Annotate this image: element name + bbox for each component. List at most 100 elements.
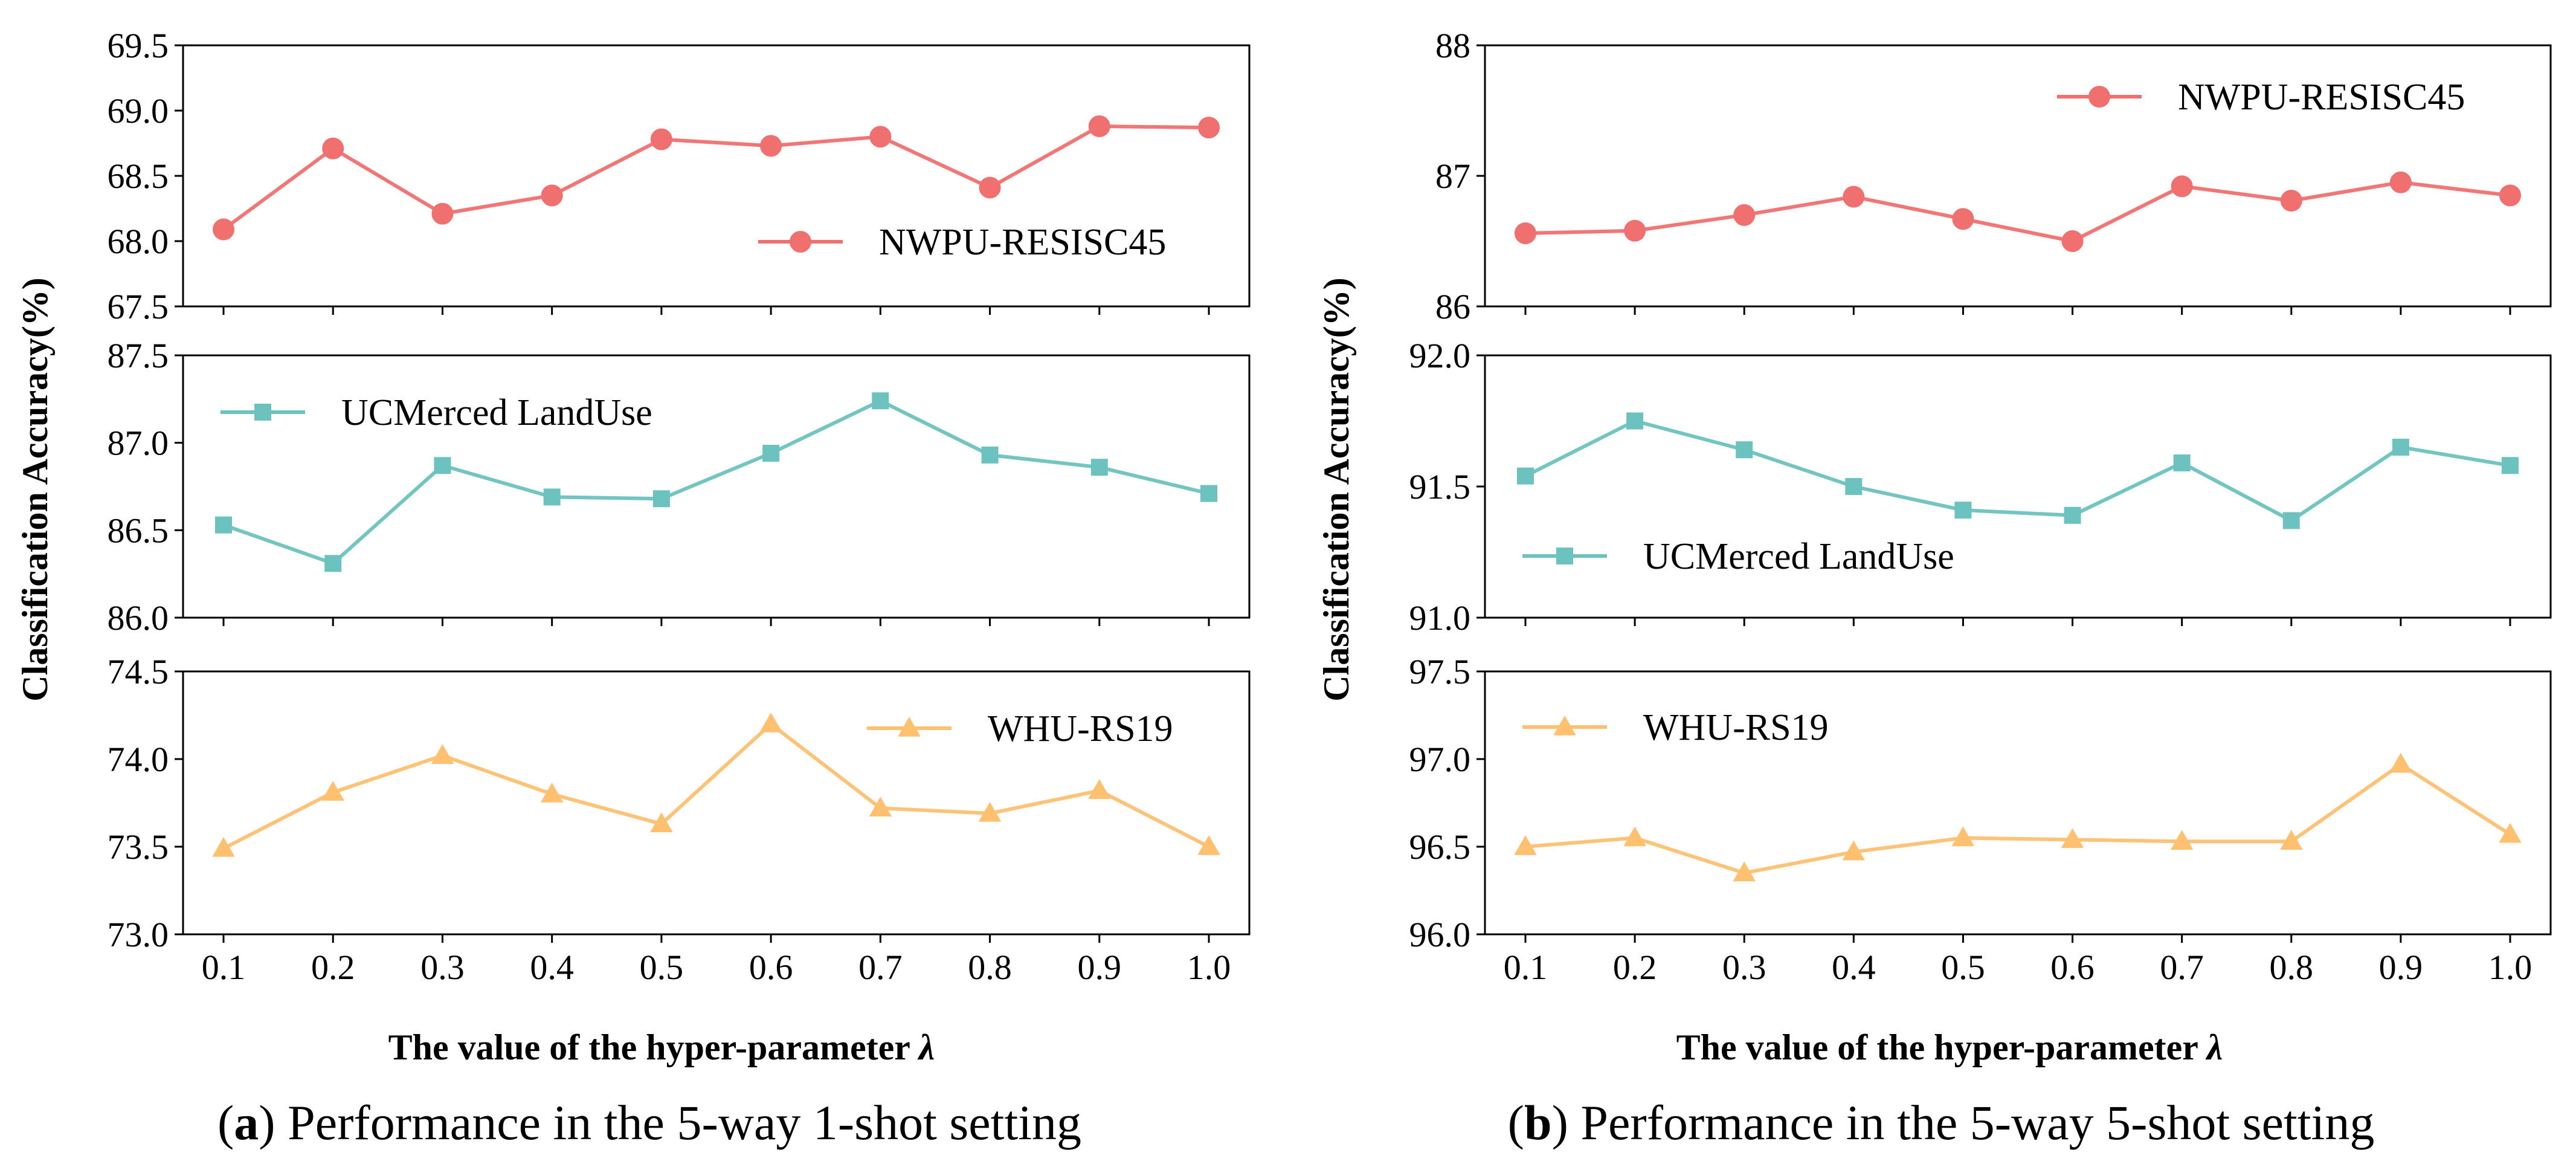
data-point-ucmerced-landuse xyxy=(2282,512,2300,529)
x-tick-label: 0.8 xyxy=(2270,948,2314,987)
caption-letter: b xyxy=(1524,1095,1552,1150)
x-tick-label: 0.5 xyxy=(640,948,684,987)
caption-text: Performance in the 5-way 5-shot setting xyxy=(1580,1095,2374,1150)
data-point-nwpu-resisc45 xyxy=(431,202,454,225)
data-point-whu-rs19 xyxy=(2389,752,2412,773)
legend-label: UCMerced LandUse xyxy=(1643,536,1954,577)
plot-frame xyxy=(1484,670,2552,936)
y-tick-label: 67.5 xyxy=(108,287,169,326)
series-line-nwpu-resisc45 xyxy=(1525,180,2511,243)
panel-nwpu-resisc45: 86 87 88 NWPU-RESISC45 xyxy=(1435,26,2552,326)
chart-a: 67.5 68.0 68.5 69.0 69.5 NWPU-RESISC45 86.086.… xyxy=(15,26,1251,1150)
series-line-whu-rs19 xyxy=(1525,762,2511,875)
data-point-nwpu-resisc45 xyxy=(1624,219,1646,242)
data-point-ucmerced-landuse xyxy=(215,516,232,534)
caption-text: Performance in the 5-way 1-shot setting xyxy=(288,1095,1081,1150)
panel-ucmerced-landuse: 91.0 91.5 92.0 UCMerced LandUse xyxy=(1409,336,2552,638)
y-tick-label: 68.5 xyxy=(108,157,169,196)
data-point-whu-rs19 xyxy=(1842,840,1866,861)
series-line-nwpu-resisc45 xyxy=(222,124,1209,231)
x-tick-label: 0.9 xyxy=(2379,948,2423,987)
y-tick-label: 97.0 xyxy=(1409,740,1471,779)
y-tick-label: 69.0 xyxy=(108,91,169,131)
caption-paren-close: ) xyxy=(259,1095,288,1150)
caption-letter: a xyxy=(234,1095,259,1150)
data-point-whu-rs19 xyxy=(869,797,892,816)
y-tick-label: 68.0 xyxy=(108,222,169,261)
data-point-ucmerced-landuse xyxy=(1736,441,1753,459)
y-tick-label: 96.5 xyxy=(1409,827,1471,867)
plot-frame xyxy=(182,354,1251,619)
plot-frame xyxy=(1484,354,2552,619)
data-point-whu-rs19 xyxy=(978,801,1002,822)
x-tick-label: 0.6 xyxy=(749,948,793,987)
data-point-whu-rs19 xyxy=(321,781,344,801)
x-tick-label: 0.4 xyxy=(1832,948,1876,987)
x-tick-label: 0.3 xyxy=(420,948,465,987)
caption-paren-open: ( xyxy=(217,1095,234,1150)
panel-ucmerced-landuse: 86.0 86.5 87.0 87.5 UCMerced LandUse xyxy=(108,336,1251,638)
y-tick-label: 96.0 xyxy=(1409,915,1471,954)
series-line-ucmerced-landuse xyxy=(1524,419,2511,523)
legend-nwpu-resisc45: NWPU-RESISC45 xyxy=(2057,77,2465,118)
y-tick-label: 91.5 xyxy=(1409,467,1471,506)
x-tick-label: 1.0 xyxy=(2488,948,2533,987)
legend-whu-rs19: WHU-RS19 xyxy=(1522,707,1829,748)
legend-label: WHU-RS19 xyxy=(1643,707,1829,748)
data-point-nwpu-resisc45 xyxy=(760,135,782,157)
plot-frame xyxy=(182,670,1251,936)
legend-label: NWPU-RESISC45 xyxy=(879,222,1166,263)
y-tick-label: 86 xyxy=(1435,287,1470,326)
y-tick-label: 86.0 xyxy=(108,598,169,638)
data-point-ucmerced-landuse xyxy=(2392,438,2409,456)
x-tick-label: 0.1 xyxy=(202,948,246,987)
x-tick-label: 1.0 xyxy=(1187,948,1231,987)
data-point-whu-rs19 xyxy=(212,836,235,857)
data-point-whu-rs19 xyxy=(431,744,454,764)
y-tick-label: 91.0 xyxy=(1409,598,1471,638)
lambda-symbol: λ xyxy=(2205,1027,2223,1067)
data-point-nwpu-resisc45 xyxy=(2499,184,2521,207)
data-point-nwpu-resisc45 xyxy=(1843,186,1865,208)
data-point-ucmerced-landuse xyxy=(543,488,561,506)
y-tick-label: 88 xyxy=(1435,26,1470,65)
y-tick-label: 74.5 xyxy=(108,652,169,691)
chart-b: 86 87 88 NWPU-RESISC45 91.0 91.5 92.0 UCMerced … xyxy=(1316,26,2552,1150)
data-point-nwpu-resisc45 xyxy=(213,218,234,241)
y-tick-label: 97.5 xyxy=(1409,652,1471,691)
x-tick-label: 0.6 xyxy=(2050,948,2095,987)
x-tick-label: 0.9 xyxy=(1078,948,1122,987)
legend-ucmerced-landuse: UCMerced LandUse xyxy=(221,392,652,433)
x-axis-title-text: The value of the hyper-parameter xyxy=(1676,1027,2207,1067)
data-point-whu-rs19 xyxy=(1951,826,1975,847)
data-point-whu-rs19 xyxy=(2170,830,2194,850)
x-axis-title: The value of the hyper-parameter λ xyxy=(388,1027,935,1067)
data-point-nwpu-resisc45 xyxy=(1952,208,1974,230)
legend-marker-whu-rs19 xyxy=(1553,715,1576,735)
x-axis-title-text: The value of the hyper-parameter xyxy=(388,1027,919,1067)
legend-marker-nwpu-resisc45 xyxy=(790,231,811,253)
legend-label: WHU-RS19 xyxy=(988,708,1173,749)
x-tick-label: 0.2 xyxy=(1613,948,1657,987)
data-point-nwpu-resisc45 xyxy=(2171,175,2193,198)
data-point-whu-rs19 xyxy=(650,812,673,833)
data-point-whu-rs19 xyxy=(2061,828,2084,849)
figure-caption: (b) Performance in the 5-way 5-shot sett… xyxy=(1508,1095,2375,1150)
legend-ucmerced-landuse: UCMerced LandUse xyxy=(1522,536,1954,577)
caption-paren-close: ) xyxy=(1552,1095,1581,1150)
legend-marker-ucmerced-landuse xyxy=(1556,548,1573,564)
legend-label: NWPU-RESISC45 xyxy=(2178,77,2465,118)
data-point-ucmerced-landuse xyxy=(981,446,999,464)
data-point-whu-rs19 xyxy=(1623,826,1646,847)
data-point-ucmerced-landuse xyxy=(1090,459,1108,476)
data-point-nwpu-resisc45 xyxy=(1198,117,1220,139)
data-point-nwpu-resisc45 xyxy=(650,128,672,150)
x-tick-label: 0.8 xyxy=(968,948,1012,987)
data-point-whu-rs19 xyxy=(540,782,564,803)
y-tick-label: 73.5 xyxy=(108,827,169,867)
figure-caption: (a) Performance in the 5-way 1-shot sett… xyxy=(217,1095,1081,1150)
data-point-ucmerced-landuse xyxy=(2502,457,2519,474)
data-point-ucmerced-landuse xyxy=(324,555,342,572)
y-tick-label: 69.5 xyxy=(108,26,169,65)
